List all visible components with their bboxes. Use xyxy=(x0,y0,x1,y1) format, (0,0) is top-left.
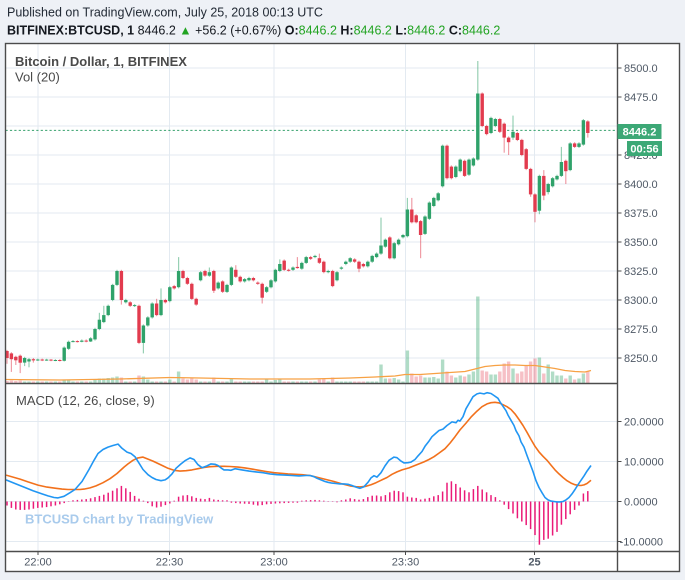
svg-text:8250.0: 8250.0 xyxy=(624,353,658,365)
svg-text:22:30: 22:30 xyxy=(156,557,184,569)
svg-text:8325.0: 8325.0 xyxy=(624,266,658,278)
svg-text:10.0000: 10.0000 xyxy=(624,456,664,468)
svg-text:22:00: 22:00 xyxy=(24,557,52,569)
svg-text:20.0000: 20.0000 xyxy=(624,416,664,428)
svg-text:MACD (12, 26, close, 9): MACD (12, 26, close, 9) xyxy=(16,393,155,408)
svg-text:-10.0000: -10.0000 xyxy=(620,536,663,548)
svg-text:8500.0: 8500.0 xyxy=(624,63,658,75)
svg-text:8300.0: 8300.0 xyxy=(624,295,658,307)
svg-text:23:30: 23:30 xyxy=(392,557,420,569)
svg-text:23:00: 23:00 xyxy=(260,557,288,569)
svg-text:8400.0: 8400.0 xyxy=(624,179,658,191)
svg-text:8446.2: 8446.2 xyxy=(623,127,657,139)
svg-text:Vol (20): Vol (20) xyxy=(15,70,60,85)
svg-text:BTCUSD chart by TradingView: BTCUSD chart by TradingView xyxy=(25,512,214,527)
svg-text:25: 25 xyxy=(528,557,540,569)
svg-text:00:56: 00:56 xyxy=(630,144,658,156)
svg-text:8350.0: 8350.0 xyxy=(624,237,658,249)
svg-text:8375.0: 8375.0 xyxy=(624,208,658,220)
svg-text:BITFINEX:BTCUSD, 1 8446.2 ▲ +5: BITFINEX:BTCUSD, 1 8446.2 ▲ +56.2 (+0.67… xyxy=(7,24,500,38)
svg-text:Published on TradingView.com,: Published on TradingView.com, July 25, 2… xyxy=(7,6,323,20)
svg-text:8275.0: 8275.0 xyxy=(624,324,658,336)
svg-text:0.0000: 0.0000 xyxy=(624,496,658,508)
svg-text:Bitcoin / Dollar, 1, BITFINEX: Bitcoin / Dollar, 1, BITFINEX xyxy=(15,54,187,69)
svg-text:8475.0: 8475.0 xyxy=(624,92,658,104)
